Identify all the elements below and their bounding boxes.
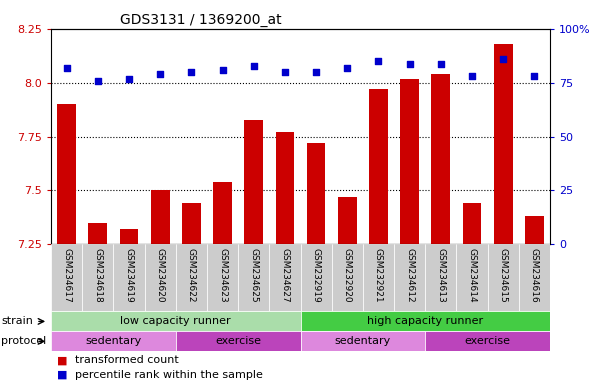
Point <box>186 69 196 75</box>
Text: GSM234619: GSM234619 <box>124 248 133 302</box>
Point <box>93 78 103 84</box>
Point <box>311 69 321 75</box>
Bar <box>57 104 76 244</box>
Text: GSM232919: GSM232919 <box>311 248 320 302</box>
Text: low capacity runner: low capacity runner <box>120 316 231 326</box>
Bar <box>300 311 550 331</box>
Text: GSM234625: GSM234625 <box>249 248 258 302</box>
Bar <box>245 119 263 244</box>
Point <box>218 67 227 73</box>
Bar <box>519 244 550 311</box>
Bar <box>238 244 269 311</box>
Point <box>405 61 415 67</box>
Bar <box>151 190 169 244</box>
Text: GSM232920: GSM232920 <box>343 248 352 302</box>
Text: GSM234613: GSM234613 <box>436 248 445 302</box>
Bar <box>338 197 356 244</box>
Text: GSM234614: GSM234614 <box>468 248 477 302</box>
Text: GSM234623: GSM234623 <box>218 248 227 302</box>
Text: GSM234618: GSM234618 <box>93 248 102 302</box>
Text: GSM232921: GSM232921 <box>374 248 383 302</box>
Text: GSM234616: GSM234616 <box>530 248 539 302</box>
Text: GDS3131 / 1369200_at: GDS3131 / 1369200_at <box>120 13 281 27</box>
Bar <box>463 204 481 244</box>
Text: GSM234620: GSM234620 <box>156 248 165 302</box>
Point <box>156 71 165 78</box>
Text: ■: ■ <box>57 370 67 380</box>
Bar <box>120 229 138 244</box>
Bar <box>300 331 426 351</box>
Text: protocol: protocol <box>1 336 46 346</box>
Bar <box>394 244 426 311</box>
Text: strain: strain <box>1 316 33 326</box>
Text: high capacity runner: high capacity runner <box>367 316 483 326</box>
Bar <box>525 216 544 244</box>
Point <box>343 65 352 71</box>
Bar <box>276 132 294 244</box>
Point <box>280 69 290 75</box>
Point <box>374 58 383 65</box>
Point <box>62 65 72 71</box>
Bar <box>269 244 300 311</box>
Bar <box>369 89 388 244</box>
Bar <box>51 244 82 311</box>
Bar <box>176 244 207 311</box>
Bar <box>145 244 176 311</box>
Point <box>467 73 477 79</box>
Text: sedentary: sedentary <box>335 336 391 346</box>
Text: GSM234617: GSM234617 <box>62 248 71 302</box>
Text: percentile rank within the sample: percentile rank within the sample <box>75 370 263 380</box>
Point <box>529 73 539 79</box>
Bar <box>182 204 201 244</box>
Bar <box>432 74 450 244</box>
Bar <box>51 311 300 331</box>
Text: GSM234615: GSM234615 <box>499 248 508 302</box>
Bar <box>176 331 300 351</box>
Bar <box>426 244 456 311</box>
Point <box>498 56 508 62</box>
Bar <box>51 331 176 351</box>
Text: GSM234627: GSM234627 <box>281 248 290 302</box>
Bar <box>213 182 232 244</box>
Point <box>124 76 134 82</box>
Bar <box>456 244 487 311</box>
Point <box>249 63 258 69</box>
Bar <box>487 244 519 311</box>
Bar <box>494 44 513 244</box>
Bar <box>82 244 114 311</box>
Text: sedentary: sedentary <box>85 336 142 346</box>
Bar <box>300 244 332 311</box>
Bar <box>307 143 326 244</box>
Bar <box>363 244 394 311</box>
Bar <box>332 244 363 311</box>
Point <box>436 61 445 67</box>
Text: GSM234612: GSM234612 <box>405 248 414 302</box>
Text: exercise: exercise <box>215 336 261 346</box>
Bar <box>207 244 238 311</box>
Text: ■: ■ <box>57 356 67 366</box>
Text: transformed count: transformed count <box>75 356 179 366</box>
Text: GSM234622: GSM234622 <box>187 248 196 302</box>
Bar <box>426 331 550 351</box>
Bar <box>88 223 107 244</box>
Text: exercise: exercise <box>465 336 511 346</box>
Bar <box>114 244 145 311</box>
Bar <box>400 79 419 244</box>
